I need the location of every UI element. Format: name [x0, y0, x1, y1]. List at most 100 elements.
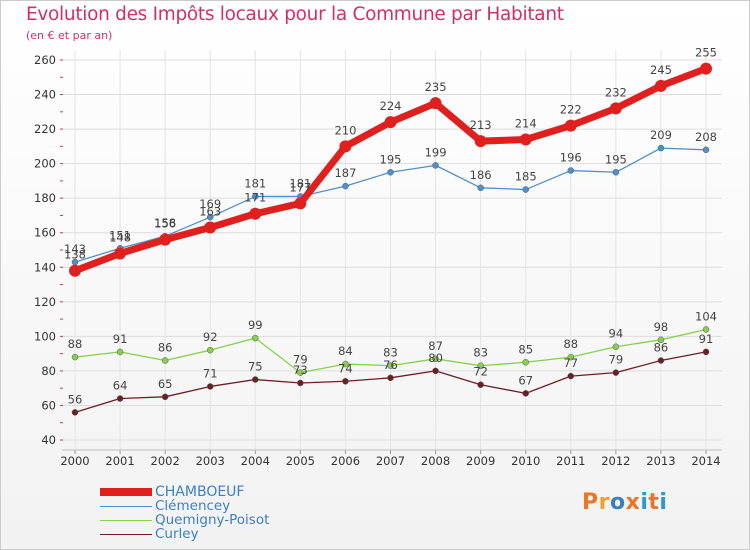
chamboeuf-point [519, 133, 532, 146]
legend-label: Curley [155, 526, 199, 542]
y-tick-label: 120 [34, 295, 56, 309]
curley-point [567, 372, 575, 380]
clemencey-data-label: 186 [470, 168, 492, 182]
y-tick-label: 220 [34, 122, 56, 136]
quemigny-poisot-data-label: 104 [695, 309, 717, 323]
chamboeuf-data-label: 171 [244, 191, 266, 205]
curley-data-label: 72 [473, 365, 488, 379]
curley-point [161, 393, 169, 401]
chamboeuf-point [564, 119, 577, 132]
y-tick-label: 40 [41, 433, 56, 447]
clemencey-point [702, 146, 710, 154]
clemencey-data-label: 151 [109, 228, 131, 242]
logo-letter: i [640, 490, 649, 515]
logo-letter: i [659, 490, 668, 515]
chamboeuf-data-label: 156 [154, 217, 176, 231]
legend-item-curley: Curley [100, 527, 360, 541]
curley-point [206, 383, 214, 390]
quemigny-poisot-data-label: 99 [248, 318, 263, 332]
y-tick-label: 100 [34, 329, 56, 343]
quemigny-poisot-point [657, 336, 665, 344]
quemigny-poisot-point [477, 362, 484, 369]
quemigny-poisot-data-label: 84 [338, 344, 353, 358]
chamboeuf-data-label: 163 [199, 205, 221, 219]
legend-swatch [100, 533, 152, 535]
clemencey-data-label: 181 [244, 176, 266, 190]
quemigny-poisot-data-label: 86 [158, 341, 173, 355]
chamboeuf-data-label: 235 [425, 80, 447, 94]
clemencey-data-label: 143 [64, 242, 86, 256]
legend-label: Clémencey [155, 498, 231, 514]
quemigny-poisot-point [206, 346, 214, 354]
curley-data-label: 86 [654, 341, 669, 355]
quemigny-poisot-data-label: 94 [609, 327, 624, 341]
chamboeuf-data-label: 177 [289, 180, 311, 194]
curley-point [657, 357, 665, 364]
curley-point [387, 374, 394, 382]
quemigny-poisot-data-label: 85 [518, 342, 533, 356]
clemencey-point [387, 169, 394, 176]
legend-swatch [100, 505, 152, 507]
logo-letter: x [625, 490, 641, 515]
y-tick-label: 200 [34, 157, 56, 171]
legend-swatch [100, 519, 152, 521]
x-tick-label: 2009 [466, 454, 495, 468]
clemencey-point [657, 144, 665, 152]
clemencey-data-label: 195 [380, 152, 402, 166]
chamboeuf-point [654, 79, 667, 92]
quemigny-poisot-point [297, 369, 304, 376]
logo-letter: o [609, 490, 626, 515]
curley-data-label: 73 [293, 363, 308, 377]
chamboeuf-point [429, 97, 442, 110]
chamboeuf-point [339, 140, 352, 153]
clemencey-data-label: 185 [515, 170, 537, 184]
curley-data-label: 56 [68, 392, 83, 406]
clemencey-data-label: 208 [695, 130, 717, 144]
clemencey-point [206, 213, 214, 221]
x-tick-label: 2001 [105, 454, 134, 468]
y-tick-label: 260 [34, 53, 56, 67]
chamboeuf-data-label: 213 [470, 118, 492, 132]
quemigny-poisot-data-label: 88 [563, 337, 578, 351]
y-tick-label: 80 [41, 364, 56, 378]
chamboeuf-point [384, 116, 397, 129]
curley-point [71, 409, 79, 416]
chamboeuf-point [474, 135, 487, 148]
chamboeuf-point [249, 207, 262, 220]
legend-swatch [100, 488, 152, 496]
quemigny-poisot-point [702, 326, 710, 333]
clemencey-data-label: 196 [560, 151, 582, 165]
quemigny-poisot-data-label: 87 [428, 339, 443, 353]
curley-point [432, 367, 439, 375]
chamboeuf-data-label: 210 [334, 123, 356, 137]
quemigny-poisot-point [567, 353, 575, 361]
legend-item-quemigny-poisot: Quemigny-Poisot [100, 513, 360, 527]
y-tick-label: 160 [34, 226, 56, 240]
chart-title: Evolution des Impôts locaux pour la Comm… [26, 4, 564, 25]
chamboeuf-data-label: 245 [650, 63, 672, 77]
quemigny-poisot-point [71, 353, 79, 361]
quemigny-poisot-point [116, 348, 124, 356]
clemencey-data-label: 209 [650, 128, 672, 142]
quemigny-poisot-data-label: 79 [293, 353, 308, 367]
quemigny-poisot-point [161, 357, 169, 364]
quemigny-poisot-point [522, 359, 529, 366]
x-tick-label: 2011 [556, 454, 585, 468]
logo-letter: P [582, 490, 599, 515]
curley-data-label: 74 [338, 361, 353, 375]
y-tick-label: 240 [34, 88, 56, 102]
chamboeuf-data-label: 255 [695, 46, 717, 60]
x-tick-label: 2005 [286, 454, 315, 468]
curley-data-label: 91 [699, 332, 714, 346]
x-tick-label: 2008 [421, 454, 450, 468]
clemencey-point [522, 186, 529, 193]
legend-item-clemencey: Clémencey [100, 499, 360, 513]
curley-point [342, 378, 349, 385]
y-tick-label: 140 [34, 260, 56, 274]
proxiti-logo[interactable]: Proxiti [582, 490, 667, 515]
chamboeuf-point [159, 233, 172, 246]
clemencey-point [612, 169, 620, 176]
chamboeuf-point [609, 102, 622, 115]
clemencey-data-label: 195 [605, 152, 627, 166]
chamboeuf-point [204, 221, 217, 234]
